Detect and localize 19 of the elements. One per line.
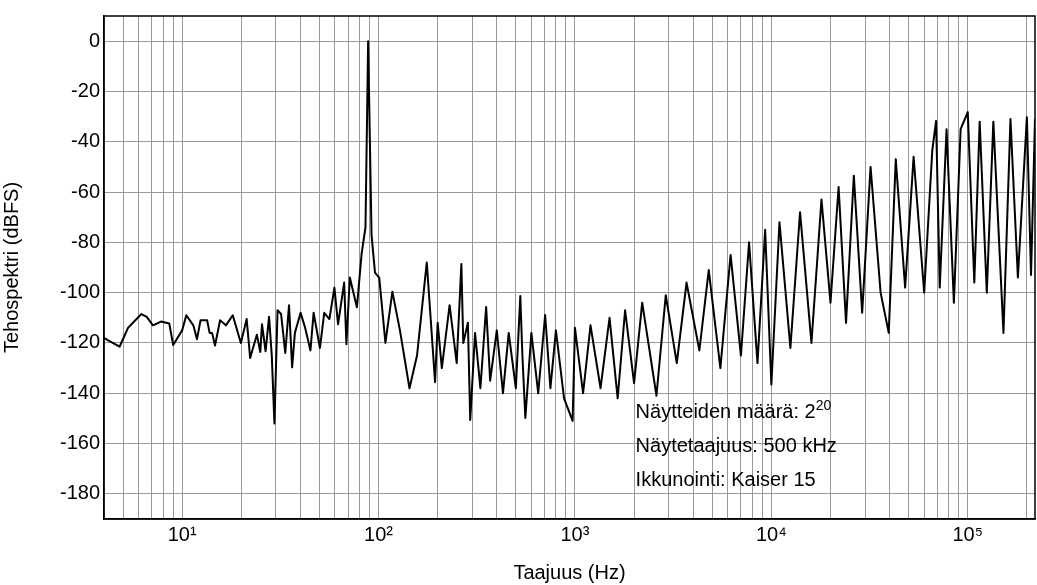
y-tick-label: -100	[59, 280, 100, 303]
x-tick-label: 10³	[560, 522, 590, 545]
y-tick-label: -60	[71, 179, 100, 202]
y-tick-label: -160	[59, 431, 100, 454]
x-tick-label: 10²	[364, 522, 394, 545]
y-tick-label: -20	[71, 78, 100, 101]
y-tick-label: -180	[59, 481, 100, 504]
x-axis-title: Taajuus (Hz)	[513, 560, 626, 583]
y-axis-title: Tehospektri (dBFS)	[0, 181, 22, 354]
x-tick-label: 10⁴	[755, 522, 787, 545]
y-tick-label: 0	[88, 28, 100, 51]
annotation: Ikkunointi: Kaiser 15	[635, 468, 816, 491]
x-tick-label: 10⁵	[952, 522, 984, 545]
annotation: Näytetaajuus: 500 kHz	[635, 434, 837, 457]
y-tick-label: -120	[59, 330, 100, 353]
x-tick-label: 10¹	[167, 522, 197, 545]
y-tick-label: -140	[59, 380, 100, 403]
y-tick-label: -80	[71, 229, 100, 252]
y-tick-label: -40	[71, 129, 100, 152]
